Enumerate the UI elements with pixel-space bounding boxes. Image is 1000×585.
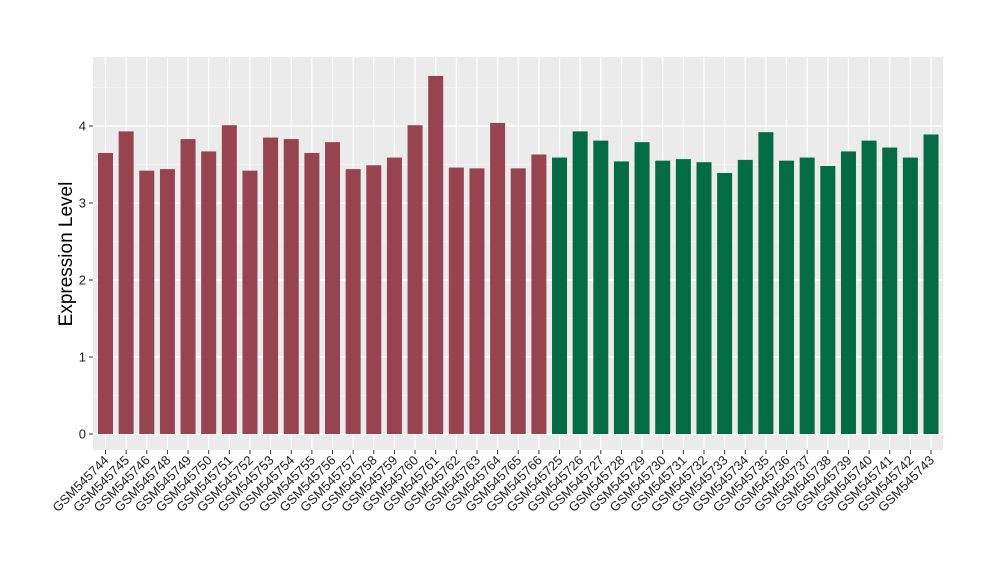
- bar-GSM545753: [263, 137, 279, 435]
- bars-group: [98, 75, 939, 435]
- bar-GSM545729: [634, 142, 650, 435]
- bar-GSM545759: [386, 157, 402, 434]
- bar-GSM545730: [655, 160, 671, 434]
- bar-GSM545728: [613, 161, 629, 435]
- bar-GSM545740: [861, 140, 877, 434]
- bar-GSM545743: [923, 134, 939, 434]
- bar-GSM545736: [779, 160, 795, 434]
- bar-GSM545755: [304, 152, 320, 434]
- bar-GSM545725: [552, 157, 568, 434]
- bar-GSM545746: [139, 170, 155, 434]
- bar-GSM545737: [799, 157, 815, 434]
- y-tick-label: 3: [79, 196, 86, 211]
- bar-GSM545763: [469, 168, 485, 434]
- y-tick-label: 1: [79, 350, 86, 365]
- bar-GSM545731: [675, 159, 691, 435]
- bar-GSM545738: [820, 166, 836, 435]
- bar-GSM545745: [118, 131, 134, 434]
- x-axis: GSM545744GSM545745GSM545746GSM545748GSM5…: [49, 450, 937, 515]
- bar-GSM545757: [345, 169, 361, 434]
- bar-GSM545750: [201, 151, 217, 434]
- bar-GSM545751: [221, 125, 237, 434]
- bar-GSM545734: [737, 159, 753, 434]
- y-tick-label: 2: [79, 273, 86, 288]
- bar-GSM545741: [882, 147, 898, 434]
- bar-GSM545744: [98, 152, 113, 434]
- y-tick-label: 4: [79, 119, 86, 134]
- bar-GSM545748: [159, 169, 175, 434]
- bar-GSM545735: [758, 132, 774, 434]
- bar-GSM545760: [407, 125, 423, 434]
- bar-GSM545761: [428, 75, 444, 434]
- bar-GSM545765: [510, 168, 526, 434]
- bar-GSM545754: [283, 139, 299, 434]
- bar-GSM545756: [325, 142, 341, 435]
- y-tick-label: 0: [79, 427, 86, 442]
- y-axis-label: Expression Level: [56, 182, 77, 327]
- bar-GSM545742: [902, 157, 918, 434]
- bar-GSM545752: [242, 170, 258, 434]
- bar-GSM545733: [717, 172, 733, 434]
- bar-GSM545762: [448, 167, 464, 434]
- bar-GSM545749: [180, 139, 196, 434]
- bar-GSM545726: [572, 131, 588, 434]
- bar-GSM545764: [490, 122, 506, 435]
- bar-GSM545739: [840, 151, 856, 434]
- bar-GSM545758: [366, 165, 382, 434]
- bar-GSM545727: [593, 140, 609, 434]
- bar-GSM545732: [696, 162, 712, 434]
- y-axis: 0 1 2 3 4: [79, 119, 93, 442]
- bar-GSM545766: [531, 154, 547, 435]
